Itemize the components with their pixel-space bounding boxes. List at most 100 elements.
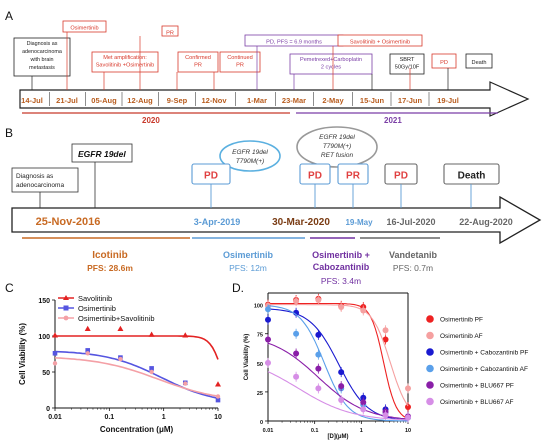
panel-b-label: B [5, 126, 13, 140]
legend-marker [426, 397, 434, 406]
event-2020-text: PR [166, 31, 174, 37]
y-tick-label: 75 [257, 333, 263, 339]
series-line [267, 305, 408, 422]
x-tick-label: 1 [360, 428, 363, 434]
event-2021-text: PD [440, 60, 448, 66]
event-2020-text: Diagnosis as [27, 41, 58, 47]
y-axis-label: Cell Viability (%) [244, 334, 250, 381]
event-2021-text: 2 cycles [321, 65, 341, 71]
diagnosis-box [11, 167, 79, 193]
event-2020-text: PR [236, 63, 244, 69]
event-2021-box [431, 53, 457, 69]
event-2020-box [62, 20, 107, 33]
data-point [215, 394, 221, 399]
panel-a-label: A [5, 9, 13, 23]
event-2020-box [219, 51, 261, 73]
bubble-1-line1: EGFR 19del [232, 149, 268, 156]
therapy-name: Vandetanib [389, 250, 438, 260]
legend-label: Osimertinib + Cabozantinib AF [440, 366, 528, 373]
event-2020-box [13, 37, 71, 77]
status-label: PD [308, 171, 322, 182]
timeline-a-date: 9-Sep [167, 96, 188, 105]
event-2020-box [177, 51, 219, 73]
series-line [54, 357, 219, 397]
panel-b: B Diagnosis as adenocarcinoma EGFR 19del… [5, 126, 542, 286]
x-tick-label: 10 [214, 414, 222, 421]
data-point [52, 361, 58, 366]
bubble-2-line1: EGFR 19del [319, 134, 355, 141]
event-2021-box [389, 53, 425, 75]
data-point [215, 397, 221, 403]
bubble-2 [296, 126, 378, 168]
therapy-pfs: PFS: 0.7m [393, 263, 433, 273]
timeline-a-arrow [19, 81, 530, 117]
timeline-a-date: 12-Aug [127, 96, 153, 105]
event-2021-text: 50Gy/10F [395, 65, 420, 71]
bubble-2-line2: T790M(+) [323, 143, 351, 150]
egfr-box [71, 143, 133, 163]
data-point [149, 369, 154, 375]
status-label: PR [346, 171, 361, 182]
legend-label: Osimertinib + BLU667 AF [440, 399, 514, 406]
x-tick-label: 0.01 [263, 428, 274, 434]
status-label: Death [458, 171, 486, 182]
timeline-b-date: 19-May [345, 218, 373, 227]
timeline-b-arrow [11, 195, 542, 245]
event-2020-text: adenocarcinoma [22, 49, 62, 55]
series-line [267, 308, 409, 421]
timeline-a-date: 2-May [322, 96, 344, 105]
y-axis-label: Cell Viability (%) [18, 323, 27, 385]
therapy-pfs: PFS: 12m [229, 263, 267, 273]
legend-label: Osimertinib+Savolitinib [78, 314, 155, 323]
year-2021-label: 2021 [384, 116, 402, 125]
event-2020-text: PR [194, 63, 202, 69]
legend-marker [426, 348, 434, 356]
chart-c: 0 50 100 150 0.01 0.1 1 10 Concentration (μM) Cel… [18, 294, 222, 434]
therapy-name: Icotinib [92, 250, 128, 261]
legend-label: Osimertinib AF [440, 333, 483, 340]
timeline-b-date: 30-Mar-2020 [272, 217, 330, 228]
series-line [268, 304, 409, 407]
status-label: PD [204, 171, 218, 182]
series-line [268, 302, 409, 420]
timeline-a-date: 21-Jul [56, 96, 78, 105]
legend-marker [63, 305, 69, 311]
x-tick-label: 0.01 [48, 414, 62, 421]
panel-d-label: D. [232, 281, 244, 295]
x-axis-label: [D](μM) [328, 434, 349, 440]
event-2021-text: Pemetrexed+Carboplatin [300, 57, 362, 63]
timeline-b-date: 22-Aug-2020 [459, 217, 513, 227]
series-line [55, 335, 219, 360]
data-point [52, 332, 58, 338]
x-tick-label: 10 [405, 428, 411, 434]
event-2020-text: metastasis [29, 65, 55, 71]
timeline-a-date: 1-Mar [247, 96, 267, 105]
status-label: PD [394, 171, 408, 182]
event-2021-box [289, 53, 373, 75]
event-2020-text: with brain [29, 57, 53, 63]
x-axis-label: Concentration (μM) [100, 425, 174, 434]
event-2021-box [337, 34, 423, 47]
therapy-pfs: PFS: 3.4m [321, 276, 361, 286]
timeline-b-date: 16-Jul-2020 [386, 217, 435, 227]
timeline-a-date: 23-Mar [282, 96, 306, 105]
legend-label: Osimertinib + BLU667 PF [440, 383, 514, 390]
event-2021-text: SBRT [400, 57, 415, 63]
timeline-a-date: 12-Nov [201, 96, 227, 105]
timeline-b-status-boxes: PD PD PR PD Death [191, 163, 500, 208]
therapy-name: Osimertinib + [312, 250, 370, 260]
legend-marker [426, 381, 434, 389]
event-2021-box [465, 53, 493, 69]
therapy-name: Cabozantinib [313, 262, 370, 272]
data-point [85, 348, 91, 353]
data-point [84, 325, 91, 331]
status-box [443, 163, 500, 185]
timeline-a-date: 14-Jul [21, 96, 43, 105]
event-2020-box [91, 51, 159, 73]
legend-marker [426, 331, 434, 340]
data-point [85, 351, 90, 356]
panel-d: D. 0 25 50 75 100 0.01 0.1 1 10 [D](μM) Cell Viabi… [232, 281, 528, 440]
timeline-a-date: 19-Jul [437, 96, 459, 105]
timeline-b-dates: 25-Nov-2016 3-Apr-2019 30-Mar-2020 19-May 16… [36, 216, 513, 228]
